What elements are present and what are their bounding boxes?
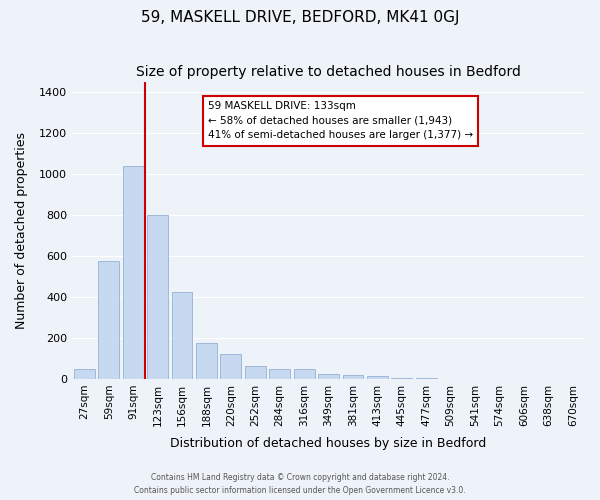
- Y-axis label: Number of detached properties: Number of detached properties: [15, 132, 28, 328]
- Bar: [269, 368, 290, 379]
- Bar: [172, 292, 193, 379]
- Text: 59 MASKELL DRIVE: 133sqm
← 58% of detached houses are smaller (1,943)
41% of sem: 59 MASKELL DRIVE: 133sqm ← 58% of detach…: [208, 101, 473, 140]
- Bar: [318, 374, 339, 379]
- Bar: [343, 375, 364, 379]
- Bar: [367, 376, 388, 379]
- Bar: [196, 343, 217, 379]
- X-axis label: Distribution of detached houses by size in Bedford: Distribution of detached houses by size …: [170, 437, 487, 450]
- Text: Contains HM Land Registry data © Crown copyright and database right 2024.
Contai: Contains HM Land Registry data © Crown c…: [134, 474, 466, 495]
- Text: 59, MASKELL DRIVE, BEDFORD, MK41 0GJ: 59, MASKELL DRIVE, BEDFORD, MK41 0GJ: [141, 10, 459, 25]
- Bar: [98, 261, 119, 379]
- Bar: [147, 215, 168, 379]
- Bar: [245, 366, 266, 379]
- Bar: [220, 354, 241, 379]
- Bar: [123, 166, 143, 379]
- Bar: [416, 378, 437, 379]
- Bar: [294, 368, 314, 379]
- Title: Size of property relative to detached houses in Bedford: Size of property relative to detached ho…: [136, 65, 521, 79]
- Bar: [74, 368, 95, 379]
- Bar: [391, 378, 412, 379]
